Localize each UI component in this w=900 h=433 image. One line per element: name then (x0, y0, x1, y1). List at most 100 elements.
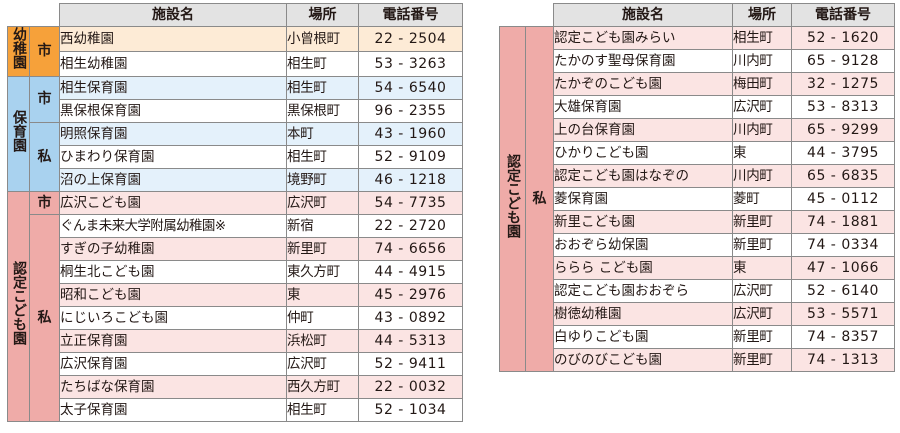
facility-name: 広沢こども園 (59, 191, 287, 215)
table-row: ららら こども園東 47 - 1066 (500, 256, 895, 280)
facility-phone: 44 - 3795 (791, 141, 895, 165)
right-facility-table: 施設名 場所 電話番号 認定こども園 私 認定こども園みらい 相生町 52 - … (499, 3, 895, 372)
table-row: 広沢保育園 広沢町 52 - 9411 (8, 352, 463, 376)
facility-name: 明照保育園 (59, 122, 287, 146)
table-row: すぎの子幼稚園 新里町 74 - 6656 (8, 237, 463, 261)
facility-place: 浜松町 (286, 329, 359, 353)
facility-name: 桐生北こども園 (59, 260, 287, 284)
facility-place: 川内町 (732, 164, 792, 188)
facility-place: 広沢町 (286, 191, 359, 215)
facility-phone: 96 - 2355 (358, 99, 463, 123)
facility-place: 相生町 (286, 76, 359, 100)
facility-phone: 45 - 2976 (358, 283, 463, 307)
table-row: 新里こども園 新里町 74 - 1881 (500, 210, 895, 234)
table-row: 認定こども園 市 広沢こども園 広沢町 54 - 7735 (7, 191, 463, 422)
facility-name: 立正保育園 (59, 329, 287, 353)
facility-name: ぐんま未来大学附属幼稚園※ (59, 214, 287, 238)
table-row: にじいろこども園 仲町 43 - 0892 (8, 306, 463, 330)
header-row: 施設名 場所 電話番号 (7, 3, 463, 27)
header-blank (7, 3, 60, 27)
facility-name: 認定こども園おおぞら (553, 279, 733, 303)
facility-name: 黒保根保育園 (59, 99, 287, 123)
facility-place: 相生町 (732, 26, 792, 50)
facility-name: 広沢保育園 (59, 352, 287, 376)
facility-place: 菱町 (732, 187, 792, 211)
table-row: 大雄保育園 広沢町 53 - 8313 (500, 95, 895, 119)
facility-name: ひまわり保育園 (59, 145, 287, 169)
header-name: 施設名 (553, 3, 733, 27)
facility-phone: 43 - 1960 (358, 122, 463, 146)
facility-place: 新宿 (286, 214, 359, 238)
facility-phone: 74 - 1313 (791, 348, 895, 372)
table-row: 上の台保育園 川内町 65 - 9299 (500, 118, 895, 142)
facility-name: 相生幼稚園 (59, 51, 287, 77)
facility-phone: 65 - 9299 (791, 118, 895, 142)
table-row: 幼稚園 市 西幼稚園 小曾根町 22 - 2504 (7, 26, 463, 77)
facility-place: 相生町 (286, 398, 359, 422)
facility-name: すぎの子幼稚園 (59, 237, 287, 261)
table-row: 私 ぐんま未来大学附属幼稚園※ 新宿 22 - 2720 (8, 214, 463, 422)
table-row: たちばな保育園 西久方町 22 - 0032 (8, 375, 463, 399)
left-facility-table: 施設名 場所 電話番号 幼稚園 市 西幼稚園 小曾根町 22 - 2504 相生… (7, 3, 463, 422)
table-row: 白ゆりこども園 新里町 74 - 8357 (500, 325, 895, 349)
facility-name: おおぞら幼保園 (553, 233, 733, 257)
table-row: たかのす聖母保育園 川内町 65 - 9128 (500, 49, 895, 73)
facility-phone: 54 - 7735 (358, 191, 463, 215)
facility-place: 相生町 (286, 51, 359, 77)
facility-place: 東 (732, 141, 792, 165)
facility-phone: 22 - 2504 (358, 26, 463, 52)
table-row: 立正保育園 浜松町 44 - 5313 (8, 329, 463, 353)
facility-phone: 52 - 9109 (358, 145, 463, 169)
facility-name: 大雄保育園 (553, 95, 733, 119)
facility-place: 川内町 (732, 49, 792, 73)
facility-name: 上の台保育園 (553, 118, 733, 142)
sub-private: 私 (29, 122, 60, 192)
header-phone: 電話番号 (358, 3, 463, 27)
table-row: のびのびこども園 新里町 74 - 1313 (500, 348, 895, 372)
table-row: 認定こども園 私 認定こども園みらい 相生町 52 - 1620 (499, 26, 895, 372)
facility-name: ららら こども園 (553, 256, 733, 280)
table-row: おおぞら幼保園 新里町 74 - 0334 (500, 233, 895, 257)
table-row: 認定こども園おおぞら 広沢町 52 - 6140 (500, 279, 895, 303)
facility-place: 広沢町 (286, 352, 359, 376)
category-kindergarten: 幼稚園 (7, 26, 30, 77)
table-row: 私 明照保育園 本町 43 - 1960 (8, 122, 463, 192)
facility-place: 広沢町 (732, 302, 792, 326)
facility-name: のびのびこども園 (553, 348, 733, 372)
facility-phone: 74 - 8357 (791, 325, 895, 349)
facility-name: ひかりこども園 (553, 141, 733, 165)
header-phone: 電話番号 (791, 3, 895, 27)
facility-phone: 47 - 1066 (791, 256, 895, 280)
facility-phone: 52 - 1034 (358, 398, 463, 422)
facility-place: 黒保根町 (286, 99, 359, 123)
facility-name: 新里こども園 (553, 210, 733, 234)
facility-phone: 44 - 5313 (358, 329, 463, 353)
right-table-body: 認定こども園 私 認定こども園みらい 相生町 52 - 1620 たかのす聖母保… (499, 26, 895, 372)
facility-place: 梅田町 (732, 72, 792, 96)
facility-phone: 74 - 0334 (791, 233, 895, 257)
facility-place: 川内町 (732, 118, 792, 142)
sub-private: 私 (525, 26, 554, 372)
facility-phone: 53 - 3263 (358, 51, 463, 77)
facility-name: たちばな保育園 (59, 375, 287, 399)
facility-phone: 46 - 1218 (358, 168, 463, 192)
facility-place: 東 (732, 256, 792, 280)
table-row: 太子保育園 相生町 52 - 1034 (8, 398, 463, 422)
header-blank (499, 3, 554, 27)
facility-phone: 44 - 4915 (358, 260, 463, 284)
facility-phone: 32 - 1275 (791, 72, 895, 96)
facility-place: 新里町 (732, 325, 792, 349)
facility-name: 認定こども園はなぞの (553, 164, 733, 188)
sub-city: 市 (29, 76, 60, 123)
facility-place: 広沢町 (732, 279, 792, 303)
table-row: 認定こども園はなぞの 川内町 65 - 6835 (500, 164, 895, 188)
facility-name: 認定こども園みらい (553, 26, 733, 50)
facility-name: 相生保育園 (59, 76, 287, 100)
facility-phone: 74 - 6656 (358, 237, 463, 261)
header-name: 施設名 (59, 3, 287, 27)
facility-phone: 52 - 1620 (791, 26, 895, 50)
facility-place: 新里町 (732, 233, 792, 257)
table-row: 黒保根保育園 黒保根町 96 - 2355 (8, 99, 463, 123)
facility-phone: 22 - 2720 (358, 214, 463, 238)
facility-place: 境野町 (286, 168, 359, 192)
